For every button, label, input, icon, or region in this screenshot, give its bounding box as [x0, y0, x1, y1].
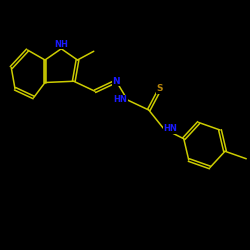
- Text: S: S: [157, 84, 163, 93]
- Text: HN: HN: [164, 124, 177, 133]
- Text: NH: NH: [54, 40, 68, 49]
- Text: HN: HN: [114, 96, 128, 104]
- Text: N: N: [112, 77, 120, 86]
